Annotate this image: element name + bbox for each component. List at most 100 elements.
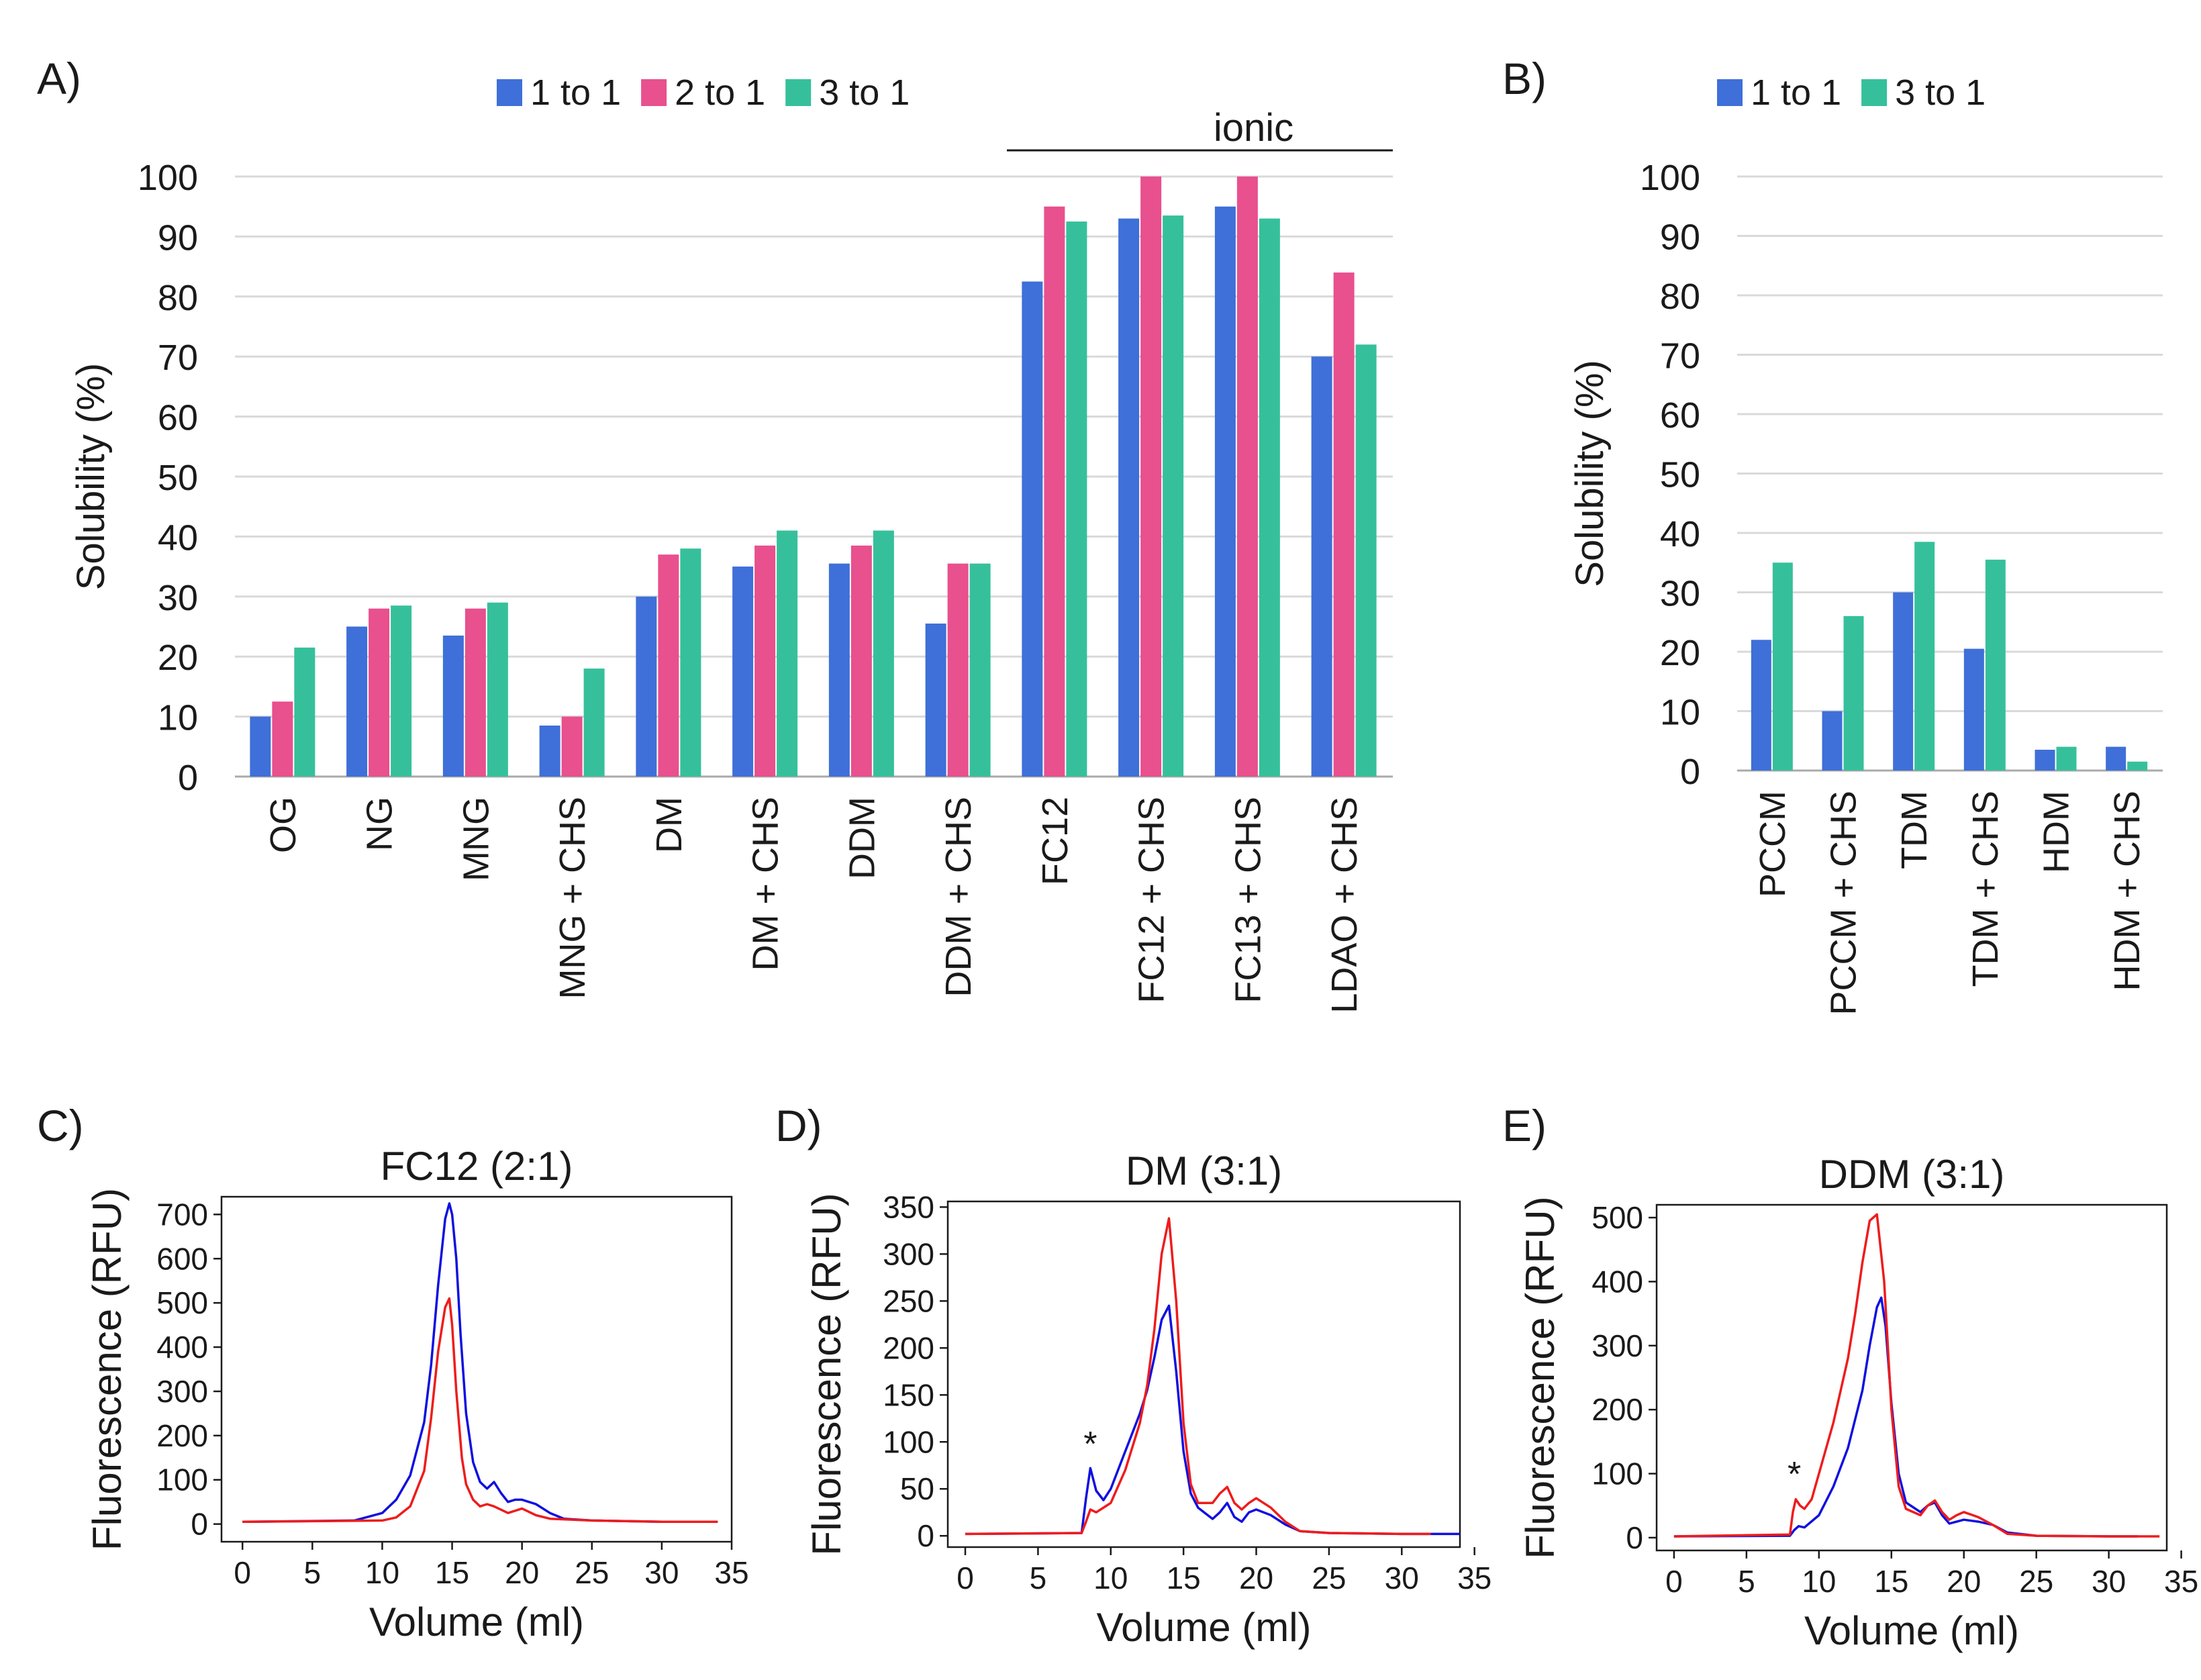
- x-category-label: HDM: [2037, 791, 2077, 873]
- series-line-red: [242, 1297, 718, 1524]
- x-tick-label: 35: [1457, 1561, 1491, 1595]
- x-tick-label: 20: [505, 1555, 539, 1590]
- bar-2-to-1: [1236, 177, 1258, 777]
- bar-1-to-1: [828, 563, 850, 777]
- chart-title: DM (3:1): [1126, 1148, 1282, 1193]
- x-tick-label: 15: [1167, 1561, 1201, 1595]
- x-tick-label: 30: [2092, 1564, 2126, 1599]
- y-tick-label: 500: [1592, 1200, 1643, 1235]
- x-category-label: TDM + CHS: [1965, 791, 2006, 987]
- panel-label-a: A): [37, 54, 81, 103]
- y-tick-label: 200: [156, 1418, 208, 1453]
- y-tick-label: 20: [158, 638, 198, 678]
- y-tick-label: 100: [156, 1463, 208, 1497]
- bar-2-to-1: [561, 716, 583, 777]
- x-tick-label: 15: [435, 1555, 469, 1590]
- bar-3-to-1: [1985, 559, 2006, 771]
- y-tick-label: 0: [1626, 1520, 1643, 1555]
- y-tick-label: 300: [156, 1374, 208, 1409]
- bar-3-to-1: [1163, 215, 1184, 777]
- x-category-label: LDAO + CHS: [1324, 797, 1365, 1014]
- y-tick-label: 400: [1592, 1264, 1643, 1299]
- y-tick-label: 300: [883, 1236, 934, 1271]
- bar-chart-a: 0 10 20 30 40 50 60 70 80 90 100 OG NG MNG MNG + CHS DM…: [69, 72, 1393, 1014]
- x-category-label: HDM + CHS: [2107, 791, 2147, 991]
- bar-2-to-1: [947, 563, 969, 777]
- series-line-red: [1673, 1213, 2160, 1538]
- bar-1-to-1: [1822, 711, 1843, 771]
- panel-label-d: D): [775, 1101, 822, 1150]
- y-tick-label: 60: [1660, 395, 1700, 436]
- series-line-red: [965, 1217, 1431, 1536]
- bar-1-to-1: [346, 626, 368, 777]
- y-tick-label: 30: [1660, 574, 1700, 614]
- bar-3-to-1: [1772, 562, 1793, 771]
- x-category-label: FC12 + CHS: [1132, 797, 1172, 1003]
- line-chart-c: 0 5 10 15 20 25 30 35 0 100 200 300 400 500 600 700 FC12…: [85, 1144, 749, 1644]
- x-category-label: DM + CHS: [746, 797, 786, 971]
- y-tick-label: 100: [138, 158, 198, 198]
- y-tick-label: 150: [883, 1377, 934, 1412]
- bar-1-to-1: [1893, 592, 1914, 771]
- x-axis-label: Volume (ml): [1804, 1608, 2019, 1653]
- bar-1-to-1: [636, 596, 657, 777]
- y-tick-label: 50: [1660, 455, 1700, 495]
- bar-3-to-1: [1355, 344, 1377, 777]
- plot-frame: [1655, 1203, 2168, 1552]
- y-tick-label: 90: [158, 217, 198, 258]
- bar-1-to-1: [1118, 218, 1140, 777]
- legend-swatch: [1717, 79, 1743, 106]
- y-tick-label: 90: [1660, 217, 1700, 258]
- y-tick-label: 0: [1680, 752, 1700, 792]
- x-tick-label: 10: [365, 1555, 399, 1590]
- panel-label-e: E): [1502, 1101, 1547, 1150]
- x-tick-label: 0: [234, 1555, 251, 1590]
- x-category-label: FC13 + CHS: [1228, 797, 1268, 1003]
- legend-label: 1 to 1: [530, 72, 621, 113]
- y-tick-label: 40: [158, 517, 198, 558]
- y-axis-label: Fluorescence (RFU): [1518, 1196, 1563, 1559]
- x-category-label: MNG + CHS: [552, 797, 593, 999]
- y-axis-label: Solubility (%): [69, 363, 113, 590]
- peak-marker: *: [1083, 1425, 1097, 1464]
- y-tick-label: 10: [1660, 693, 1700, 733]
- bar-3-to-1: [1066, 221, 1087, 777]
- x-tick-label: 25: [575, 1555, 609, 1590]
- bar-3-to-1: [391, 605, 412, 777]
- x-tick-label: 15: [1874, 1564, 1908, 1599]
- x-tick-label: 30: [644, 1555, 679, 1590]
- y-tick-label: 70: [158, 338, 198, 378]
- y-tick-label: 700: [156, 1197, 208, 1232]
- series-line-blue: [242, 1202, 718, 1524]
- x-tick-label: 0: [1665, 1564, 1683, 1599]
- y-tick-label: 500: [156, 1285, 208, 1320]
- x-tick-label: 0: [957, 1561, 974, 1595]
- y-tick-label: 70: [1660, 336, 1700, 377]
- y-tick-label: 100: [883, 1424, 934, 1459]
- bar-3-to-1: [2127, 761, 2148, 771]
- panel-label-b: B): [1502, 54, 1547, 103]
- y-tick-label: 0: [917, 1518, 934, 1553]
- bar-3-to-1: [680, 548, 701, 777]
- x-tick-label: 25: [1312, 1561, 1346, 1595]
- bar-1-to-1: [1311, 356, 1332, 777]
- plot-frame: [946, 1200, 1461, 1548]
- bar-2-to-1: [1333, 273, 1355, 777]
- x-tick-label: 5: [304, 1555, 322, 1590]
- y-tick-label: 200: [883, 1330, 934, 1365]
- y-tick-label: 200: [1592, 1392, 1643, 1427]
- y-tick-label: 80: [158, 278, 198, 318]
- bar-3-to-1: [583, 669, 605, 777]
- x-axis-label: Volume (ml): [1096, 1605, 1311, 1650]
- legend-label: 1 to 1: [1751, 72, 1841, 113]
- bar-1-to-1: [925, 624, 946, 777]
- legend-swatch: [641, 79, 667, 106]
- bar-3-to-1: [2056, 746, 2077, 771]
- bar-3-to-1: [969, 563, 991, 777]
- bar-3-to-1: [873, 530, 894, 777]
- bar-1-to-1: [2035, 750, 2055, 771]
- y-axis-label: Fluorescence (RFU): [85, 1188, 130, 1550]
- y-tick-label: 350: [883, 1189, 934, 1224]
- x-tick-label: 35: [714, 1555, 748, 1590]
